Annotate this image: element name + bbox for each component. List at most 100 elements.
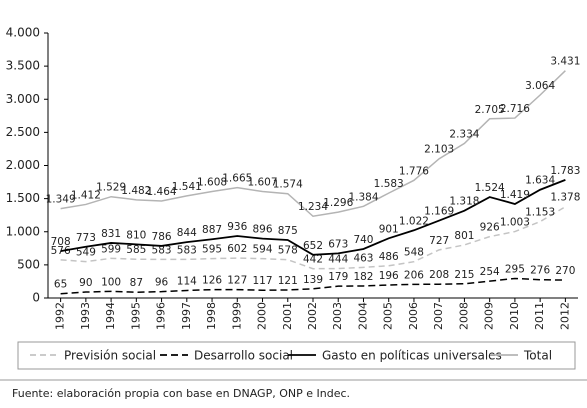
data-label: 1.349 (46, 194, 76, 206)
x-tick-label: 1995 (129, 302, 142, 330)
data-label: 831 (101, 228, 121, 240)
x-tick-label: 2000 (256, 302, 269, 330)
data-label: 96 (155, 277, 169, 289)
data-label: 1.634 (525, 175, 555, 187)
data-label: 126 (202, 275, 222, 287)
y-tick-label: 4.000 (6, 26, 40, 40)
x-tick-label: 1993 (79, 302, 92, 330)
y-tick-label: 2.000 (6, 158, 40, 172)
data-label: 3.064 (525, 80, 555, 92)
data-label: 121 (278, 275, 298, 287)
data-label: 887 (202, 224, 222, 236)
y-tick-label: 2.500 (6, 125, 40, 139)
data-label: 1.607 (247, 177, 277, 189)
data-label: 254 (480, 266, 500, 278)
data-label: 179 (328, 271, 348, 283)
data-label: 673 (328, 238, 348, 250)
data-label: 549 (76, 247, 96, 259)
data-label: 1.378 (550, 192, 580, 204)
data-label: 583 (152, 244, 172, 256)
data-label: 87 (130, 277, 143, 289)
data-label: 295 (505, 263, 525, 275)
data-label: 1.776 (399, 165, 429, 177)
data-label: 208 (429, 269, 449, 281)
data-label: 602 (227, 243, 247, 255)
data-label: 595 (202, 244, 222, 256)
data-label: 585 (126, 244, 146, 256)
x-tick-label: 2012 (558, 302, 571, 330)
data-label: 599 (101, 243, 121, 255)
series-line (60, 277, 566, 295)
legend-label: Gasto en políticas universales (322, 349, 502, 363)
x-tick-label: 2006 (407, 302, 420, 330)
data-label: 844 (177, 227, 197, 239)
x-tick-label: 2011 (533, 302, 546, 330)
x-tick-label: 1999 (230, 302, 243, 330)
x-tick-label: 2001 (281, 302, 294, 330)
data-label: 727 (429, 235, 449, 247)
source-note: Fuente: elaboración propia con base en D… (12, 387, 350, 400)
data-label: 1.234 (298, 201, 328, 213)
data-label: 90 (79, 277, 92, 289)
series-line (60, 206, 566, 270)
data-label: 1.464 (147, 186, 177, 198)
data-label: 1.608 (197, 176, 227, 188)
legend-box (17, 341, 576, 370)
data-label: 1.318 (449, 196, 479, 208)
series-line (60, 70, 566, 218)
data-label: 444 (328, 254, 348, 266)
data-label: 182 (353, 271, 373, 283)
x-tick-label: 2010 (508, 302, 521, 330)
y-tick-label: 1.500 (6, 191, 40, 205)
data-label: 926 (480, 222, 500, 234)
x-tick-label: 1997 (180, 302, 193, 330)
data-label: 1.482 (121, 185, 151, 197)
y-tick-label: 0 (32, 291, 40, 305)
data-label: 2.334 (449, 128, 479, 140)
x-tick-label: 1998 (205, 302, 218, 330)
data-label: 1.665 (222, 173, 252, 185)
data-label: 3.431 (550, 56, 580, 68)
x-tick-label: 1992 (54, 302, 67, 330)
data-label: 1.529 (96, 182, 126, 194)
data-label: 276 (530, 265, 550, 277)
x-tick-label: 2003 (331, 302, 344, 330)
data-label: 1.169 (424, 206, 454, 218)
data-label: 773 (76, 232, 96, 244)
x-tick-label: 2008 (457, 302, 470, 330)
data-label: 708 (51, 236, 71, 248)
data-label: 486 (379, 251, 399, 263)
data-label: 1.583 (374, 178, 404, 190)
data-label: 1.384 (348, 191, 378, 203)
data-label: 1.022 (399, 215, 429, 227)
y-tick-label: 3.500 (6, 59, 40, 73)
x-tick-label: 2004 (356, 302, 369, 330)
data-label: 139 (303, 274, 323, 286)
legend-label: Previsión social (64, 349, 156, 363)
data-label: 114 (177, 275, 197, 287)
y-tick-label: 3.000 (6, 92, 40, 106)
data-label: 1.541 (172, 181, 202, 193)
data-label: 1.783 (550, 165, 580, 177)
data-label: 127 (227, 275, 247, 287)
data-label: 2.705 (475, 104, 505, 116)
data-label: 117 (253, 275, 273, 287)
data-label: 548 (404, 247, 424, 259)
data-label: 1.412 (71, 189, 101, 201)
data-label: 206 (404, 269, 424, 281)
data-label: 2.716 (500, 103, 530, 115)
data-label: 463 (353, 252, 373, 264)
data-label: 270 (555, 265, 575, 277)
legend-label: Total (523, 349, 552, 363)
data-label: 652 (303, 240, 323, 252)
data-label: 1.419 (500, 189, 530, 201)
data-label: 740 (353, 234, 373, 246)
data-label: 1.296 (323, 197, 353, 209)
data-label: 896 (253, 224, 273, 236)
data-label: 578 (278, 245, 298, 257)
data-label: 594 (253, 244, 273, 256)
data-label: 786 (152, 231, 172, 243)
data-label: 801 (454, 230, 474, 242)
series-line (60, 179, 566, 256)
